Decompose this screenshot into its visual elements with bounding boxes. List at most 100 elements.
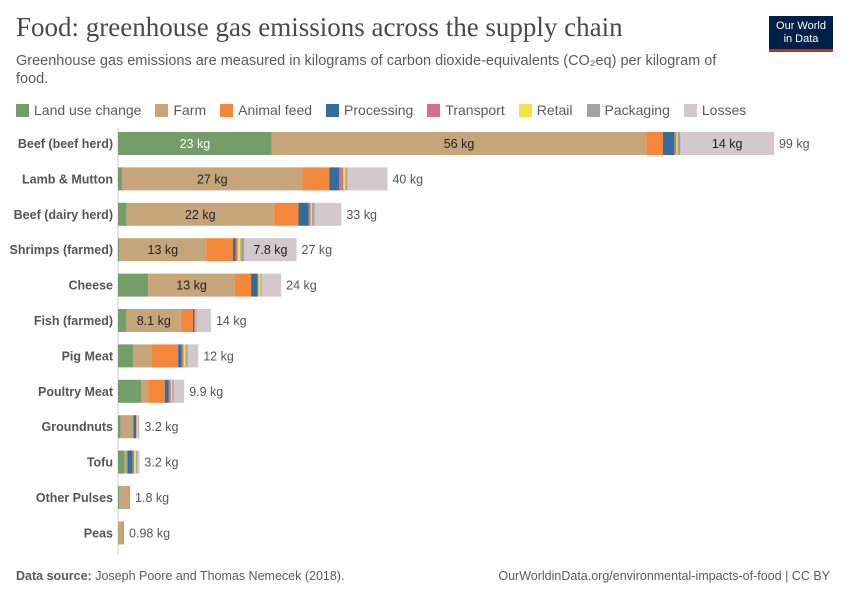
bar-segment[interactable] bbox=[118, 521, 124, 545]
bar-segment[interactable] bbox=[271, 132, 647, 155]
bar-segment[interactable] bbox=[233, 238, 236, 262]
legend-item-retail[interactable]: Retail bbox=[518, 102, 573, 118]
legend-item-farm[interactable]: Farm bbox=[155, 102, 206, 118]
bar-segment[interactable] bbox=[172, 379, 174, 403]
bar-segment[interactable] bbox=[244, 238, 297, 262]
bar-segment[interactable] bbox=[180, 309, 193, 332]
bar-segment[interactable] bbox=[347, 167, 388, 191]
bar-segment[interactable] bbox=[118, 415, 121, 439]
bar-segment[interactable] bbox=[133, 415, 137, 439]
bar-segment[interactable] bbox=[118, 379, 142, 403]
bar-segment[interactable] bbox=[118, 273, 149, 297]
total-label: 12 kg bbox=[203, 349, 234, 363]
bar-segment[interactable] bbox=[260, 273, 262, 297]
bar-segment[interactable] bbox=[133, 344, 152, 368]
bar-segment[interactable] bbox=[132, 450, 135, 474]
bar-segment[interactable] bbox=[120, 415, 134, 439]
bar-segment[interactable] bbox=[137, 450, 140, 474]
bar-segment[interactable] bbox=[680, 132, 774, 155]
bar-segment[interactable] bbox=[183, 344, 186, 368]
bar-segment[interactable] bbox=[168, 379, 171, 403]
bar-segment[interactable] bbox=[118, 238, 120, 262]
bar-segment[interactable] bbox=[173, 379, 185, 403]
bar-segment[interactable] bbox=[134, 450, 137, 474]
bar-segment[interactable] bbox=[192, 309, 195, 332]
bar-segment[interactable] bbox=[674, 132, 677, 155]
bar-segment[interactable] bbox=[311, 202, 315, 226]
bar-segment[interactable] bbox=[329, 167, 340, 191]
bar-segment[interactable] bbox=[136, 415, 137, 439]
bar-segment[interactable] bbox=[261, 273, 282, 297]
bar-segment[interactable] bbox=[164, 379, 169, 403]
bar-segment[interactable] bbox=[258, 273, 261, 297]
legend-item-land-use-change[interactable]: Land use change bbox=[16, 102, 141, 118]
bar-segment[interactable] bbox=[314, 202, 342, 226]
legend-item-processing[interactable]: Processing bbox=[326, 102, 413, 118]
legend-item-losses[interactable]: Losses bbox=[683, 102, 746, 118]
bar-segment[interactable] bbox=[235, 238, 238, 262]
bar-segment[interactable] bbox=[126, 309, 181, 332]
bar-segment[interactable] bbox=[118, 450, 125, 474]
bar-segment[interactable] bbox=[127, 450, 133, 474]
bar-segment[interactable] bbox=[124, 450, 128, 474]
legend-item-transport[interactable]: Transport bbox=[427, 102, 505, 118]
bar-segment[interactable] bbox=[302, 167, 330, 191]
bar-segment[interactable] bbox=[662, 132, 675, 155]
bar-segment[interactable] bbox=[148, 379, 165, 403]
bar-segment[interactable] bbox=[119, 238, 207, 262]
bar-segment[interactable] bbox=[310, 202, 312, 226]
bar-segment[interactable] bbox=[138, 415, 140, 439]
legend-item-animal-feed[interactable]: Animal feed bbox=[220, 102, 312, 118]
bar-segment[interactable] bbox=[206, 238, 234, 262]
bar-segment[interactable] bbox=[235, 273, 252, 297]
bar-segment[interactable] bbox=[185, 344, 188, 368]
legend-item-packaging[interactable]: Packaging bbox=[586, 102, 670, 118]
bar-segment[interactable] bbox=[196, 309, 211, 332]
bar-segment[interactable] bbox=[118, 202, 127, 226]
bar-segment[interactable] bbox=[646, 132, 663, 155]
total-label: 99 kg bbox=[779, 137, 810, 151]
bar-segment[interactable] bbox=[136, 450, 138, 474]
url-license[interactable]: OurWorldinData.org/environmental-impacts… bbox=[498, 569, 830, 583]
bar-segment[interactable] bbox=[123, 521, 125, 545]
category-label: Other Pulses bbox=[36, 491, 113, 505]
legend-label: Animal feed bbox=[238, 102, 313, 118]
bar-segment[interactable] bbox=[138, 415, 139, 439]
bar-segment[interactable] bbox=[257, 273, 259, 297]
bar-segment[interactable] bbox=[126, 202, 274, 226]
bar-segment[interactable] bbox=[118, 167, 123, 191]
bar-segment[interactable] bbox=[240, 238, 245, 262]
bar-segment[interactable] bbox=[194, 309, 196, 332]
bar-segment[interactable] bbox=[148, 273, 236, 297]
chart-subtitle: Greenhouse gas emissions are measured in… bbox=[16, 53, 717, 87]
bar-segment[interactable] bbox=[273, 202, 299, 226]
data-source-text: Joseph Poore and Thomas Nemecek (2018). bbox=[95, 569, 345, 583]
bar-segment[interactable] bbox=[343, 167, 346, 191]
bar-segment[interactable] bbox=[118, 344, 134, 368]
bar-segment[interactable] bbox=[170, 379, 173, 403]
bar-segment[interactable] bbox=[195, 309, 197, 332]
owid-logo[interactable]: Our World in Data bbox=[769, 16, 833, 52]
bar-segment[interactable] bbox=[345, 167, 348, 191]
bar-segment[interactable] bbox=[122, 167, 303, 191]
bar-segment[interactable] bbox=[298, 202, 309, 226]
bar-segment[interactable] bbox=[251, 273, 258, 297]
bar-segment[interactable] bbox=[136, 415, 139, 439]
bar-segment[interactable] bbox=[339, 167, 344, 191]
bar-segment[interactable] bbox=[178, 344, 182, 368]
category-label: Poultry Meat bbox=[38, 385, 114, 399]
bar-segment[interactable] bbox=[141, 379, 149, 403]
bar-segment[interactable] bbox=[151, 344, 179, 368]
bar-segment[interactable] bbox=[187, 344, 199, 368]
bar-segment[interactable] bbox=[118, 309, 127, 332]
bar-segment[interactable] bbox=[118, 132, 272, 155]
bar-segment[interactable] bbox=[119, 486, 130, 509]
bar-segment[interactable] bbox=[677, 132, 681, 155]
bar-segment[interactable] bbox=[196, 309, 197, 332]
bar-segment[interactable] bbox=[118, 486, 120, 509]
bar-segment[interactable] bbox=[129, 486, 131, 509]
bar-segment[interactable] bbox=[308, 202, 311, 226]
bar-segment[interactable] bbox=[181, 344, 184, 368]
bar-segment[interactable] bbox=[237, 238, 241, 262]
bar-segment[interactable] bbox=[676, 132, 678, 155]
